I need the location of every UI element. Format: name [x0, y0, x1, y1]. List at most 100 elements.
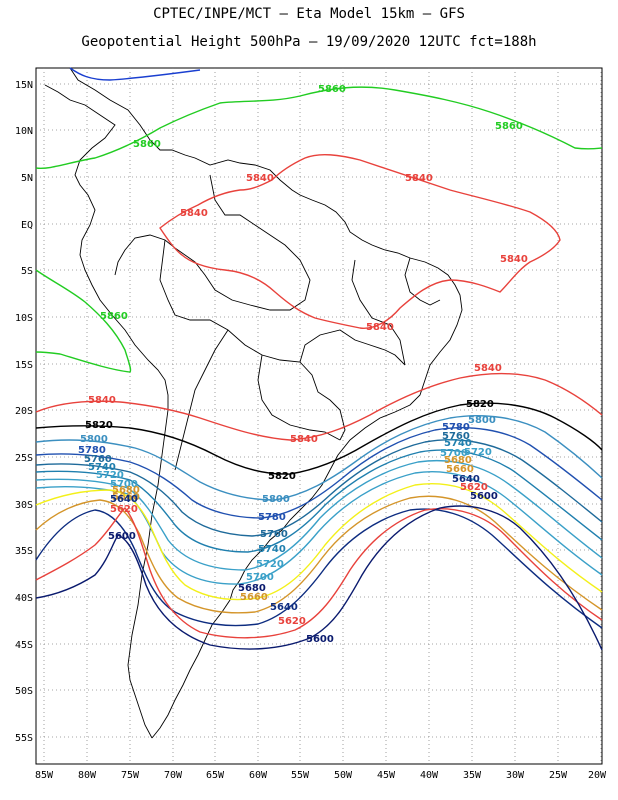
- label-5740: 5740: [88, 462, 116, 473]
- lat-label: EQ: [21, 220, 33, 231]
- label-5600: 5600: [108, 531, 136, 542]
- label-5760: 5760: [260, 529, 288, 540]
- graticule: [36, 68, 602, 764]
- label-5740: 5740: [258, 544, 286, 555]
- label-5680: 5680: [238, 583, 266, 594]
- label-5800: 5800: [80, 434, 108, 445]
- contour-5860-north: [35, 86, 603, 170]
- lon-label: 50W: [334, 770, 353, 781]
- label-5600: 5600: [470, 491, 498, 502]
- contour-5780: [35, 427, 603, 519]
- lat-label: 40S: [15, 593, 33, 604]
- lat-label: 50S: [15, 686, 33, 697]
- label-5840: 5840: [500, 254, 528, 265]
- label-5720: 5720: [256, 559, 284, 570]
- lat-label: 5N: [21, 173, 33, 184]
- contour-5820: [35, 402, 603, 475]
- lon-label: 80W: [78, 770, 97, 781]
- longitude-labels: 85W 80W 75W 70W 65W 60W 55W 50W 45W 40W …: [35, 770, 607, 781]
- lon-label: 30W: [506, 770, 525, 781]
- lon-label: 45W: [377, 770, 396, 781]
- label-5740: 5740: [444, 438, 472, 449]
- lat-label: 5S: [21, 266, 33, 277]
- contour-5880: [69, 67, 201, 81]
- label-5700: 5700: [110, 479, 138, 490]
- label-5840: 5840: [405, 173, 433, 184]
- label-5800: 5800: [262, 494, 290, 505]
- label-5800: 5800: [468, 415, 496, 426]
- contour-5620: [35, 506, 603, 639]
- label-5640: 5640: [270, 602, 298, 613]
- lon-label: 60W: [249, 770, 268, 781]
- contour-5860-west: [35, 269, 132, 373]
- label-5660: 5660: [446, 464, 474, 475]
- label-5760: 5760: [442, 431, 470, 442]
- label-5620: 5620: [278, 616, 306, 627]
- label-5840: 5840: [88, 395, 116, 406]
- lat-label: 55S: [15, 733, 33, 744]
- label-5640: 5640: [452, 474, 480, 485]
- latitude-labels: 15N 10N 5N EQ 5S 10S 15S 20S 25S 30S 35S…: [15, 80, 33, 744]
- contour-5840-main: [159, 153, 561, 329]
- contour-5840-south: [35, 373, 603, 441]
- label-5820: 5820: [466, 399, 494, 410]
- lon-label: 20W: [588, 770, 607, 781]
- label-5720: 5720: [464, 447, 492, 458]
- label-5840: 5840: [290, 434, 318, 445]
- contour-5660: [35, 495, 603, 614]
- lon-label: 85W: [35, 770, 54, 781]
- contour-5760: [35, 439, 603, 537]
- label-5820: 5820: [268, 471, 296, 482]
- lon-label: 65W: [206, 770, 225, 781]
- label-5680: 5680: [112, 485, 140, 496]
- label-5640: 5640: [110, 494, 138, 505]
- label-5780: 5780: [258, 512, 286, 523]
- lat-label: 35S: [15, 546, 33, 557]
- label-5860: 5860: [100, 311, 128, 322]
- lon-label: 40W: [420, 770, 439, 781]
- lat-label: 45S: [15, 640, 33, 651]
- label-5840: 5840: [246, 173, 274, 184]
- label-5860: 5860: [495, 121, 523, 132]
- label-5700: 5700: [440, 448, 468, 459]
- lat-label: 20S: [15, 406, 33, 417]
- label-5620: 5620: [460, 482, 488, 493]
- lon-label: 70W: [164, 770, 183, 781]
- contour-5640: [35, 508, 603, 629]
- label-5660: 5660: [112, 492, 140, 503]
- label-5720: 5720: [96, 470, 124, 481]
- label-5840: 5840: [366, 322, 394, 333]
- label-5820: 5820: [85, 420, 113, 431]
- contour-5600: [35, 505, 603, 651]
- contour-5700: [35, 471, 603, 585]
- map-subtitle: Geopotential Height 500hPa – 19/09/2020 …: [81, 34, 537, 50]
- contour-5720: [35, 459, 603, 571]
- lon-label: 55W: [291, 770, 310, 781]
- lon-label: 25W: [549, 770, 568, 781]
- label-5660: 5660: [240, 592, 268, 603]
- map-title: CPTEC/INPE/MCT – Eta Model 15km – GFS: [153, 6, 465, 22]
- map-frame: [35, 67, 603, 765]
- label-5680: 5680: [444, 455, 472, 466]
- label-5780: 5780: [78, 445, 106, 456]
- lat-label: 15N: [15, 80, 33, 91]
- lat-label: 10N: [15, 126, 33, 137]
- lat-label: 25S: [15, 453, 33, 464]
- contour-5800: [35, 415, 603, 501]
- label-5840: 5840: [180, 208, 208, 219]
- label-5760: 5760: [84, 454, 112, 465]
- label-5860: 5860: [318, 84, 346, 95]
- label-5600: 5600: [306, 634, 334, 645]
- label-5840: 5840: [474, 363, 502, 374]
- coastline: [44, 67, 463, 739]
- lon-label: 35W: [463, 770, 482, 781]
- lat-label: 15S: [15, 360, 33, 371]
- label-5780: 5780: [442, 422, 470, 433]
- label-5620: 5620: [110, 504, 138, 515]
- contour-labels: 5860 5860 5860 5860 5840 5840 5840 5840 …: [78, 84, 528, 645]
- contour-5740: [35, 449, 603, 553]
- label-5860: 5860: [133, 139, 161, 150]
- contours: [35, 67, 603, 651]
- label-5700: 5700: [246, 572, 274, 583]
